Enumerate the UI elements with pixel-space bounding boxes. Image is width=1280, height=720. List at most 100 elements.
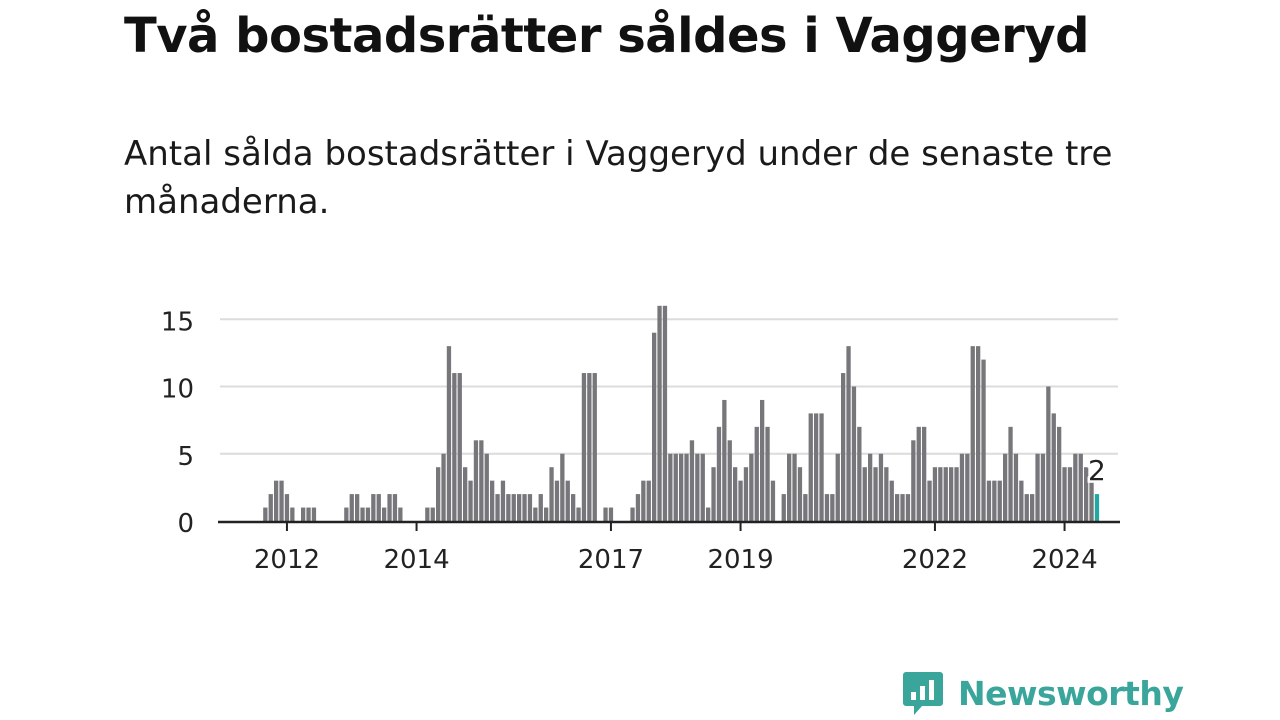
x-tick-label: 2017 — [578, 545, 644, 575]
bar — [938, 467, 943, 521]
bar — [668, 453, 673, 521]
bar — [560, 453, 565, 521]
bar — [716, 426, 722, 521]
bar — [500, 480, 506, 521]
bar — [1024, 494, 1029, 521]
bar — [306, 507, 311, 521]
y-tick-label: 10 — [161, 375, 194, 405]
bar — [274, 480, 279, 521]
bar — [792, 453, 797, 521]
bar — [749, 453, 754, 521]
bar — [392, 494, 398, 521]
bar — [1003, 453, 1008, 521]
bar — [554, 480, 560, 521]
bar — [943, 467, 948, 521]
bar — [457, 373, 462, 521]
bar — [743, 467, 749, 521]
bar — [981, 359, 986, 521]
bar — [511, 494, 516, 521]
bar — [689, 440, 695, 521]
bar — [754, 426, 759, 521]
bar — [722, 399, 727, 521]
bar — [857, 426, 862, 521]
bar — [479, 440, 484, 521]
bar — [916, 426, 921, 521]
bar — [1062, 467, 1067, 521]
bar — [889, 480, 894, 521]
bar — [544, 507, 549, 521]
bar — [646, 480, 651, 521]
bar — [382, 507, 387, 521]
bar — [608, 507, 614, 521]
bar — [970, 346, 975, 521]
bar — [522, 494, 527, 521]
bar — [851, 386, 857, 521]
bar — [1040, 453, 1046, 521]
bar — [900, 494, 905, 521]
bar — [824, 494, 830, 521]
bar — [932, 467, 938, 521]
bar — [1067, 467, 1073, 521]
bar — [603, 507, 608, 521]
bar — [484, 453, 489, 521]
y-tick-label: 15 — [161, 307, 194, 337]
bar — [814, 413, 819, 521]
bar — [473, 440, 479, 521]
y-tick-label: 0 — [177, 509, 194, 539]
bar — [268, 494, 273, 521]
bar — [711, 467, 716, 521]
bar — [986, 480, 992, 521]
bar — [781, 494, 786, 521]
bar — [1046, 386, 1051, 521]
bar — [733, 467, 738, 521]
bar — [630, 507, 635, 521]
bar — [441, 453, 446, 521]
axes: 0 5 10 15 2012 2014 2017 2019 2022 2024 2 — [161, 307, 1120, 575]
chart-title: Två bostadsrätter såldes i Vaggeryd — [124, 8, 1089, 64]
bar-chart-speech-bubble-icon — [903, 672, 943, 715]
bar — [360, 507, 365, 521]
x-tick-label: 2019 — [707, 545, 773, 575]
bar — [506, 494, 511, 521]
bar — [706, 507, 711, 521]
bar — [959, 453, 965, 521]
bar — [819, 413, 824, 521]
bar — [673, 453, 678, 521]
bar — [846, 346, 851, 521]
bar — [765, 426, 770, 521]
newsworthy-logo[interactable]: Newsworthy — [902, 670, 1184, 716]
bar — [927, 480, 932, 521]
bar — [1089, 480, 1094, 521]
bar — [430, 507, 435, 521]
bar — [878, 453, 884, 521]
bar — [949, 467, 954, 521]
logo-text: Newsworthy — [958, 673, 1184, 713]
bar — [657, 305, 662, 521]
bar — [1084, 467, 1089, 521]
bar — [398, 507, 403, 521]
bar — [695, 453, 700, 521]
bar — [425, 507, 430, 521]
bar — [738, 480, 743, 521]
bar — [538, 494, 543, 521]
bar — [808, 413, 813, 521]
bar — [787, 453, 792, 521]
bar — [1051, 413, 1056, 521]
bar — [490, 480, 495, 521]
bar — [684, 453, 689, 521]
bar — [873, 467, 878, 521]
bar — [1030, 494, 1035, 521]
y-tick-label: 5 — [177, 442, 194, 472]
bar — [1073, 453, 1078, 521]
bar — [301, 507, 306, 521]
bar — [992, 480, 997, 521]
bar — [841, 373, 846, 521]
bar — [997, 480, 1002, 521]
bar — [1013, 453, 1019, 521]
highlight-bar — [1094, 494, 1100, 521]
bar — [284, 494, 290, 521]
bar — [446, 346, 452, 521]
bar — [387, 494, 392, 521]
bar — [1008, 426, 1013, 521]
